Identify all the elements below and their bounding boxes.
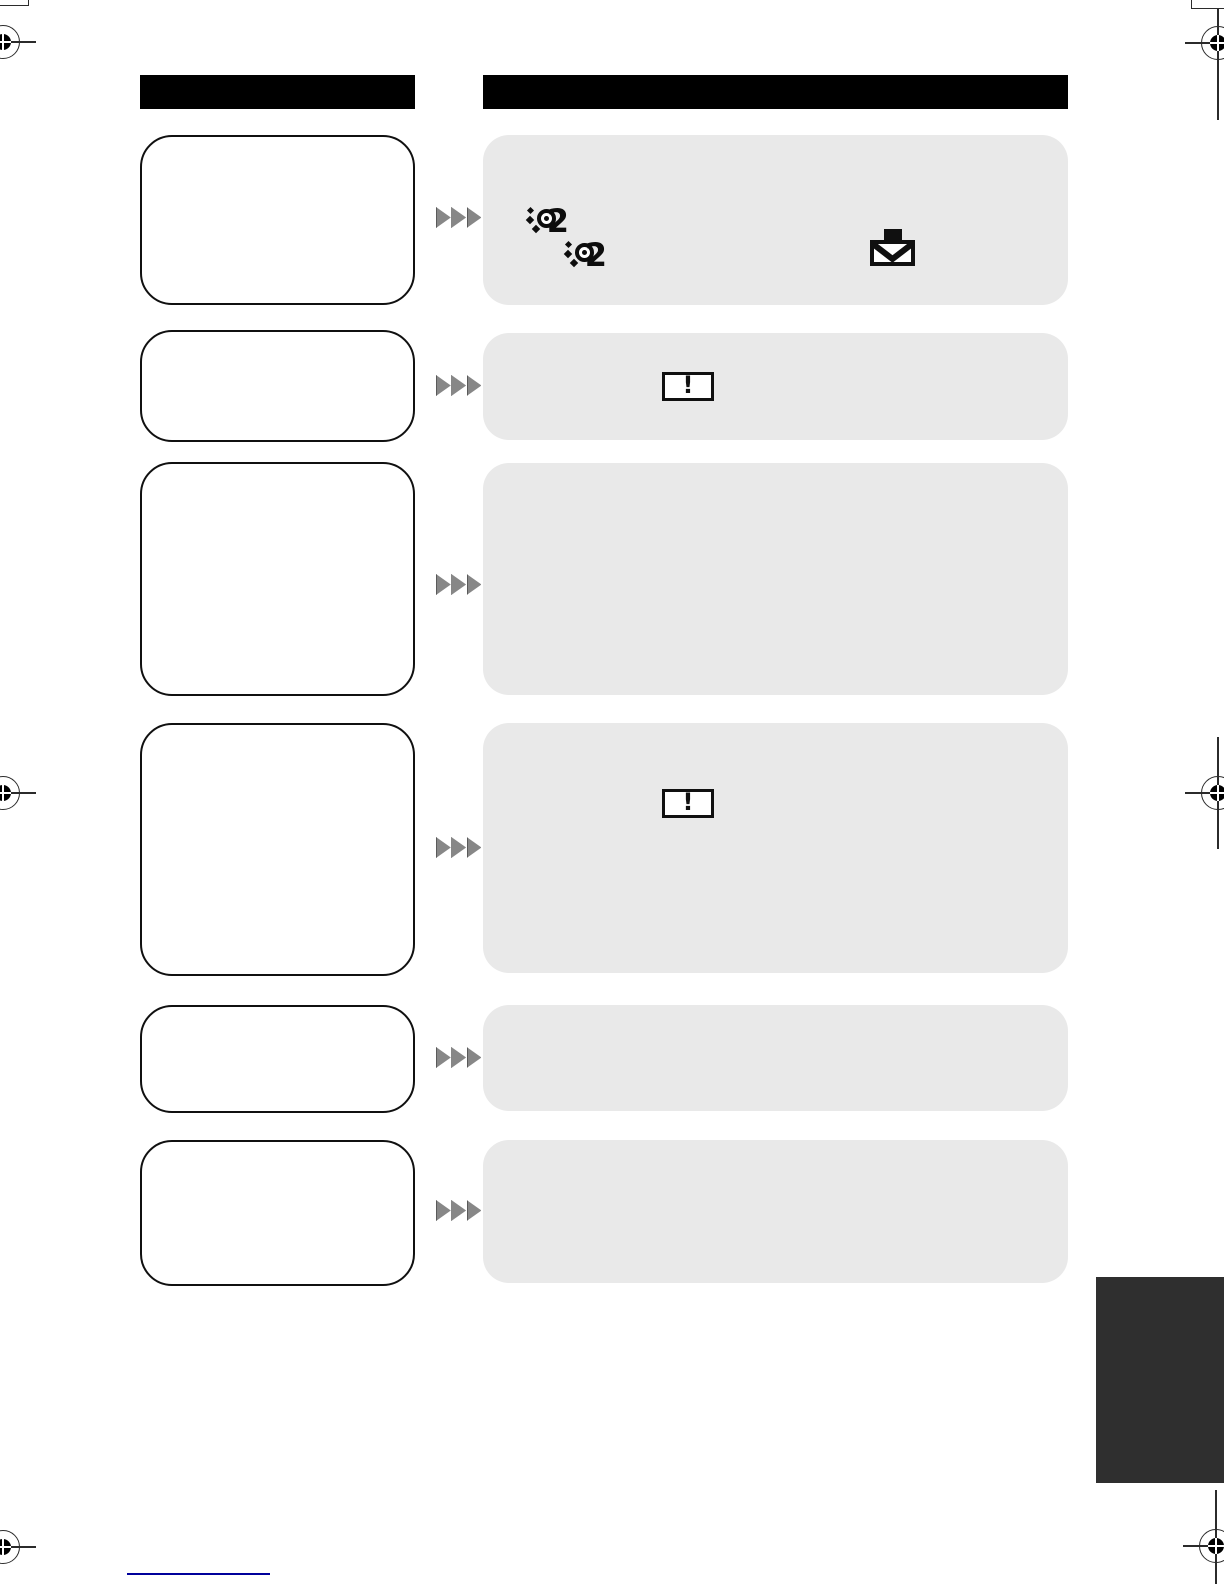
forward-arrows-icon — [436, 837, 482, 858]
warning-icon: ! — [662, 372, 714, 401]
problem-box-3 — [140, 462, 415, 696]
problem-box-5 — [140, 1005, 415, 1113]
solution-box-1: 2 2 — [483, 135, 1068, 305]
problem-box-2 — [140, 330, 415, 442]
forward-arrows-icon — [436, 574, 482, 595]
problem-box-1 — [140, 135, 415, 305]
forward-arrows-icon — [436, 1200, 482, 1221]
trim-mark-top-right-v — [1191, 0, 1193, 8]
section-tab — [1096, 1277, 1224, 1483]
trim-mark-top-right-h — [1191, 8, 1224, 10]
problem-column-header-bar — [140, 75, 415, 109]
forward-arrows-icon — [436, 1047, 482, 1068]
solution-box-2: ! — [483, 333, 1068, 440]
solution-column-header-bar — [483, 75, 1068, 109]
problem-box-4 — [140, 723, 415, 976]
solution-box-6 — [483, 1140, 1068, 1283]
indicator-2-icon: 2 — [525, 203, 569, 241]
trim-mark-top-left-v — [28, 0, 30, 6]
trim-mark-top-left-h — [0, 5, 28, 7]
problem-box-6 — [140, 1140, 415, 1286]
solution-box-5 — [483, 1005, 1068, 1111]
solution-box-4: ! — [483, 723, 1068, 973]
warning-icon: ! — [662, 789, 714, 818]
card-insert-icon — [870, 229, 915, 266]
solution-box-3 — [483, 463, 1068, 695]
forward-arrows-icon — [436, 375, 482, 396]
indicator-2-icon: 2 — [563, 237, 607, 275]
footer-underline — [127, 1573, 270, 1576]
forward-arrows-icon — [436, 207, 482, 228]
